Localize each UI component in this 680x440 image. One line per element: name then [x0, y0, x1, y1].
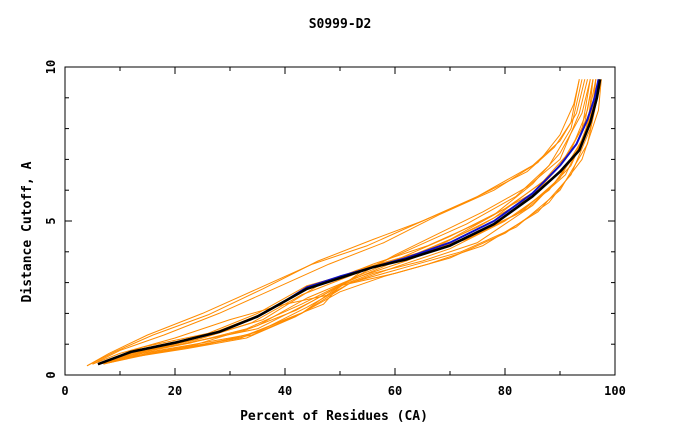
series-line-orange-15	[103, 79, 602, 365]
series-line-orange-18	[97, 79, 583, 365]
x-axis-label: Percent of Residues (CA)	[240, 409, 428, 424]
series-line-orange-6	[97, 79, 597, 365]
y-axis-label: Distance Cutoff, A	[20, 161, 35, 302]
series-line-orange-14	[108, 79, 602, 364]
x-tick-label: 40	[278, 384, 292, 398]
series-line-black-20	[97, 79, 602, 366]
series-line-orange-1	[86, 79, 586, 367]
x-tick-label: 80	[498, 384, 512, 398]
series-line-orange-10	[97, 79, 594, 365]
y-tick-label: 0	[44, 371, 58, 378]
series-line-orange-3	[92, 79, 580, 365]
series-line-orange-11	[103, 79, 591, 365]
x-tick-label: 0	[61, 384, 68, 398]
series-line-orange-8	[97, 79, 594, 365]
x-tick-label: 20	[168, 384, 182, 398]
axis-layer: 0 20 40 60 80 100 0 5 10	[44, 60, 626, 398]
series-line-blue-19	[97, 79, 600, 366]
series-layer	[86, 79, 602, 367]
series-line-orange-17	[97, 79, 588, 365]
x-tick-label: 60	[388, 384, 402, 398]
series-line-orange-12	[97, 79, 599, 365]
series-line-orange-5	[97, 79, 594, 365]
series-line-orange-9	[97, 79, 599, 365]
series-line-orange-4	[92, 79, 591, 365]
y-tick-label: 10	[44, 60, 58, 74]
y-tick-label: 5	[44, 217, 58, 224]
plot-frame	[64, 66, 616, 376]
x-tick-label: 100	[604, 384, 626, 398]
series-line-orange-7	[97, 79, 599, 365]
series-line-orange-2	[86, 79, 580, 367]
chart-title: S0999-D2	[308, 17, 372, 32]
